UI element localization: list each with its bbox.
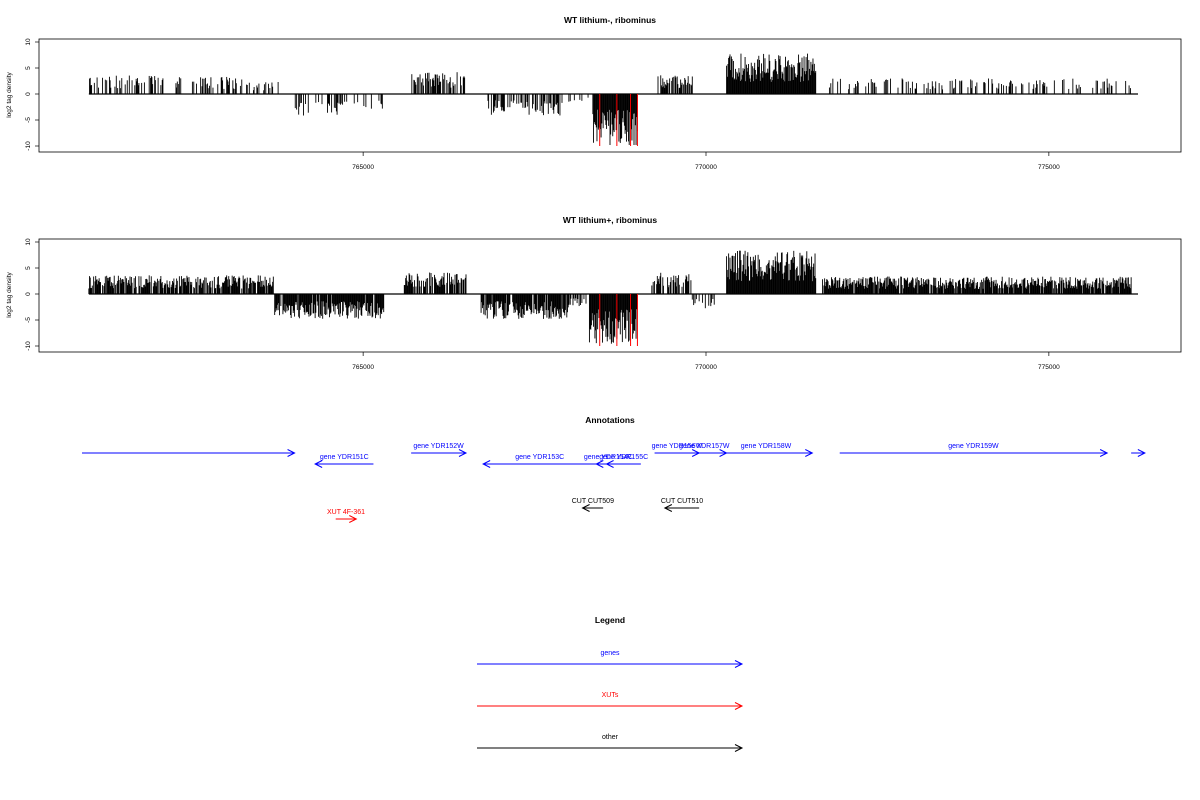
y-tick-label: 10 [25,238,32,246]
feature-arrow: CUT CUT509 [572,498,614,512]
track-panel-lithium-minus: WT lithium-, ribominus log2 tag density … [6,15,1182,171]
y-tick-label: 10 [25,38,32,46]
feature-label: gene YDR158W [741,443,792,450]
arrow-head [581,504,590,512]
feature-label: CUT CUT510 [661,498,703,505]
feature-arrow: gene YDR152W [411,443,468,457]
arrow-head [1099,449,1109,457]
arrow-head [1137,449,1146,457]
x-tick-label: 775000 [1038,364,1060,371]
feature-label: gene YDR155C [599,454,648,461]
x-tick-label: 770000 [695,164,717,171]
x-tick-label: 765000 [352,164,374,171]
arrow-head [734,660,744,668]
feature-arrow: gene YDR155C [599,454,648,468]
arrow-head [734,744,744,752]
x-tick-label: 770000 [695,364,717,371]
arrow-head [482,460,491,468]
feature-label: gene YDR153C [515,454,564,461]
plot-frame [38,238,1182,353]
feature-arrow: XUT 4F-361 [327,509,365,523]
panel-title: WT lithium-, ribominus [564,15,656,25]
legend-title: Legend [595,615,625,625]
feature-label: gene YDR157W [679,443,730,450]
feature-label: gene YDR154C [584,454,633,461]
legend-label: genes [600,650,620,657]
arrow-head [605,460,614,468]
y-axis-label: log2 tag density [6,271,13,317]
y-tick-label: 0 [25,92,32,96]
feature-tracks: gene YDR151C gene YDR152W gene YDR153C gene… [82,443,1146,523]
legend-items: genes XUTs other [477,650,744,752]
x-tick-label: 775000 [1038,164,1060,171]
y-tick-label: -5 [25,117,32,123]
plot-frame [38,38,1182,153]
density-bars [88,53,1138,146]
axes: 10 5 0 -5 -10 765000 770000 775000 [25,238,1060,371]
feature-arrow: gene YDR157W [679,443,730,457]
legend-item: genes [477,650,744,668]
legend-item: other [477,734,744,752]
y-tick-label: 5 [25,266,32,270]
feature-label: gene YDR156W [652,443,703,450]
panel-title: WT lithium+, ribominus [563,215,657,225]
annotations-title: Annotations [585,415,635,425]
arrow-head [595,460,604,468]
arrow-head [314,460,323,468]
x-tick-label: 765000 [352,364,374,371]
feature-label: gene YDR151C [320,454,369,461]
y-tick-label: -10 [25,141,32,151]
track-panel-lithium-plus: WT lithium+, ribominus log2 tag density … [6,215,1182,371]
y-axis-label: log2 tag density [6,71,13,117]
arrow-head [805,449,814,457]
feature-label: XUT 4F-361 [327,509,365,516]
arrow-head [458,449,468,457]
arrow-head [349,515,358,523]
feature-arrow [82,449,296,457]
feature-label: gene YDR152W [413,443,464,450]
feature-arrow: CUT CUT510 [661,498,703,512]
feature-label: gene YDR159W [948,443,999,450]
axes: 10 5 0 -5 -10 765000 770000 775000 [25,38,1060,171]
feature-arrow: gene YDR153C [482,454,597,468]
legend-label: other [602,734,619,741]
y-tick-label: 5 [25,66,32,70]
feature-arrow: gene YDR151C [314,454,374,468]
y-tick-label: -10 [25,341,32,351]
feature-label: CUT CUT509 [572,498,614,505]
feature-arrow: gene YDR159W [839,443,1109,457]
legend-panel: Legend genes XUTs other [477,615,744,752]
y-tick-label: 0 [25,292,32,296]
y-tick-label: -5 [25,317,32,323]
arrow-head [734,702,744,710]
feature-arrow [1131,449,1146,457]
arrow-head [287,449,296,457]
legend-item: XUTs [477,692,744,710]
legend-label: XUTs [602,692,619,699]
density-bars [88,250,1138,346]
feature-arrow: gene YDR158W [719,443,814,457]
arrow-head [663,504,673,512]
